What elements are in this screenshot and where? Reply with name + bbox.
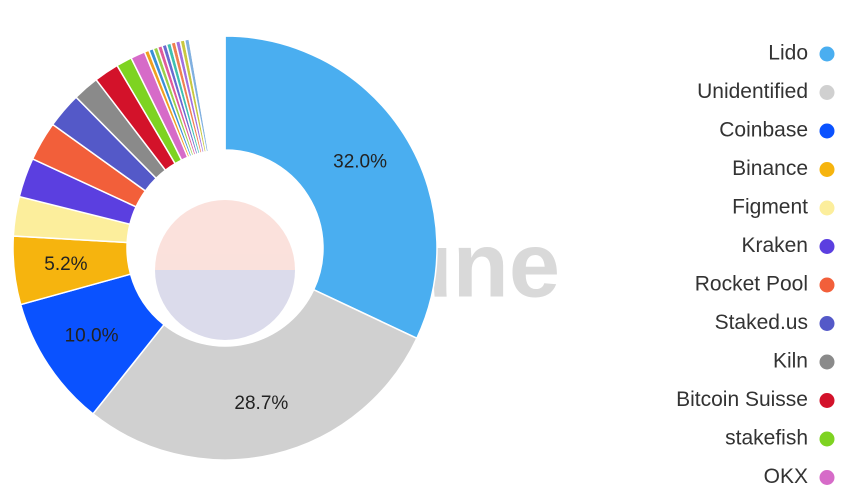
legend-label: Bitcoin Suisse (676, 388, 808, 411)
legend-label: Figment (732, 196, 808, 219)
center-overlay (155, 200, 295, 340)
legend-marker (819, 162, 835, 177)
slice-label: 5.2% (44, 254, 87, 275)
legend-label: Coinbase (719, 119, 808, 142)
donut: 32.0% 28.7% 10.0% 5.2% (12, 35, 438, 461)
legend-marker (819, 354, 835, 370)
legend-label: Rocket Pool (695, 273, 808, 296)
legend-label: Kiln (773, 350, 808, 373)
slice (91, 288, 418, 461)
legend-label: OKX (764, 465, 808, 488)
legend-marker (819, 123, 835, 139)
legend-marker (819, 393, 835, 408)
center-overlay-bottom (155, 270, 295, 340)
legend-marker (819, 431, 835, 447)
legend-label: Binance (732, 157, 808, 180)
legend-marker (819, 316, 835, 331)
legend-marker (819, 46, 835, 62)
center-overlay-top (155, 200, 295, 270)
slice-label: 10.0% (65, 325, 119, 346)
legend-marker (819, 470, 835, 485)
slice (224, 35, 438, 340)
legend-label: Lido (768, 42, 808, 65)
legend-marker (819, 200, 835, 216)
legend-marker (819, 239, 835, 254)
slice-label: 28.7% (234, 393, 288, 414)
legend: Lido Unidentified Coinbase Binance Figment Kr… (676, 42, 835, 488)
slice (188, 35, 226, 153)
legend-label: stakefish (725, 427, 808, 450)
legend-label: Unidentified (697, 80, 808, 103)
slice-label: 32.0% (333, 151, 387, 172)
legend-label: Staked.us (715, 311, 808, 334)
legend-marker (819, 85, 835, 100)
legend-label: Kraken (741, 234, 808, 257)
legend-marker (819, 277, 835, 293)
